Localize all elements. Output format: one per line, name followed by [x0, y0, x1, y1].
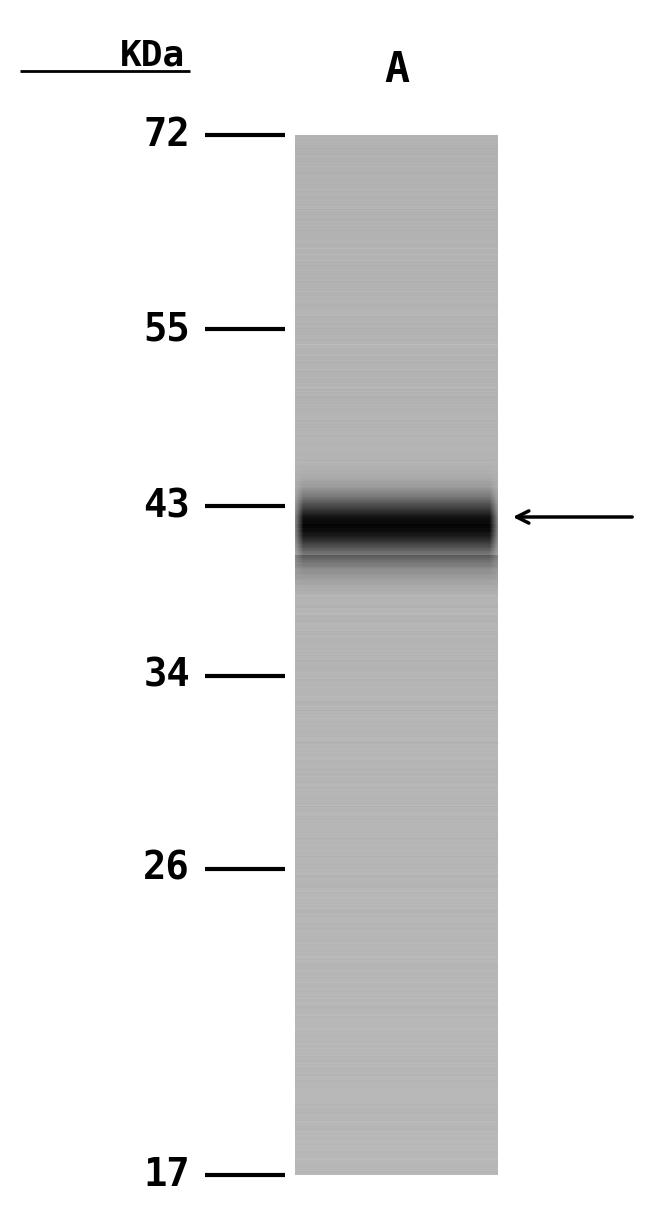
Text: 55: 55 [143, 310, 190, 348]
Text: 43: 43 [143, 487, 190, 526]
Text: 17: 17 [143, 1156, 190, 1194]
Text: 26: 26 [143, 849, 190, 888]
Text: A: A [384, 49, 409, 91]
Text: 34: 34 [143, 656, 190, 694]
Text: 72: 72 [143, 116, 190, 154]
Text: KDa: KDa [120, 38, 185, 71]
